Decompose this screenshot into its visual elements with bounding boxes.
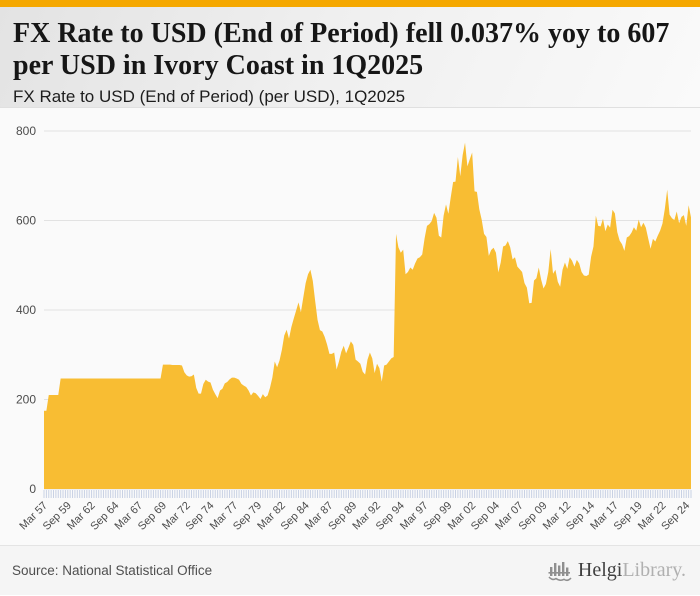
page-title: FX Rate to USD (End of Period) fell 0.03… xyxy=(13,18,670,81)
logo-brand-secondary: Library. xyxy=(622,559,686,581)
y-axis-label-800: 800 xyxy=(16,124,36,138)
y-axis-label-0: 0 xyxy=(29,482,36,496)
y-axis-label-600: 600 xyxy=(16,214,36,228)
y-axis-label-200: 200 xyxy=(16,393,36,407)
source-text: Source: National Statistical Office xyxy=(12,563,213,578)
chart-subtitle: FX Rate to USD (End of Period) (per USD)… xyxy=(13,87,406,107)
fx-rate-area-series xyxy=(44,142,691,489)
logo-text: HelgiLibrary. xyxy=(578,559,686,582)
helgi-library-logo: HelgiLibrary. xyxy=(547,559,686,583)
chart-area: 0 200 400 600 800 Mar 57 Sep 59 Mar 62 Sep 64 Mar… xyxy=(0,108,700,545)
helgi-bars-logo-icon xyxy=(548,561,572,581)
y-axis-label-400: 400 xyxy=(16,303,36,317)
footer: Source: National Statistical Office Helg… xyxy=(0,545,700,595)
logo-brand-primary: Helgi xyxy=(577,559,623,581)
chart-header: FX Rate to USD (End of Period) fell 0.03… xyxy=(0,7,700,108)
accent-top-bar xyxy=(0,0,700,7)
